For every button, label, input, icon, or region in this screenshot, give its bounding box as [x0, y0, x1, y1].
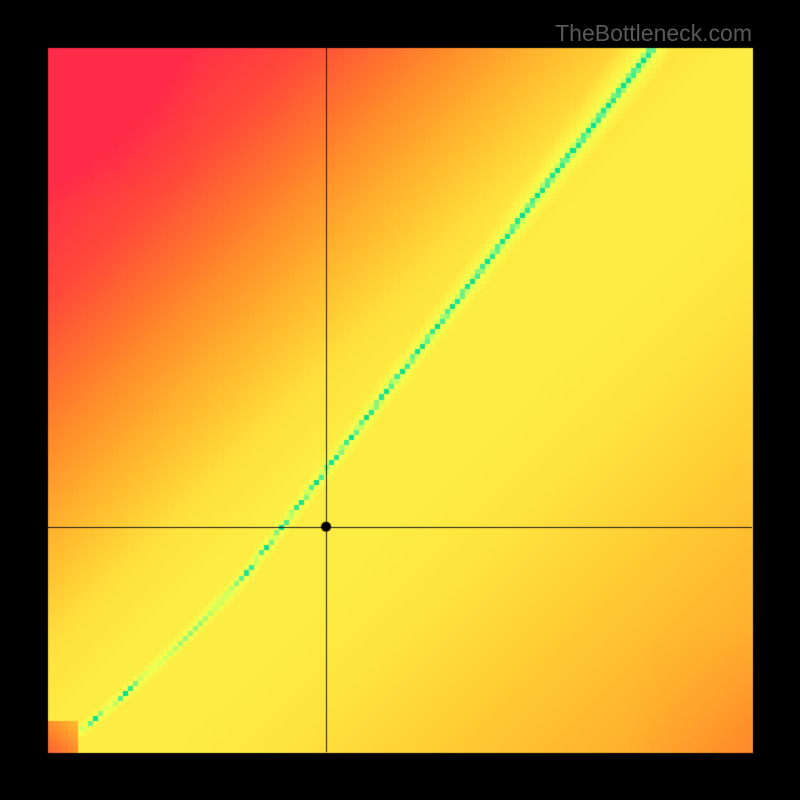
heatmap-canvas — [0, 0, 800, 800]
watermark-label: TheBottleneck.com — [555, 20, 752, 47]
chart-container: TheBottleneck.com — [0, 0, 800, 800]
